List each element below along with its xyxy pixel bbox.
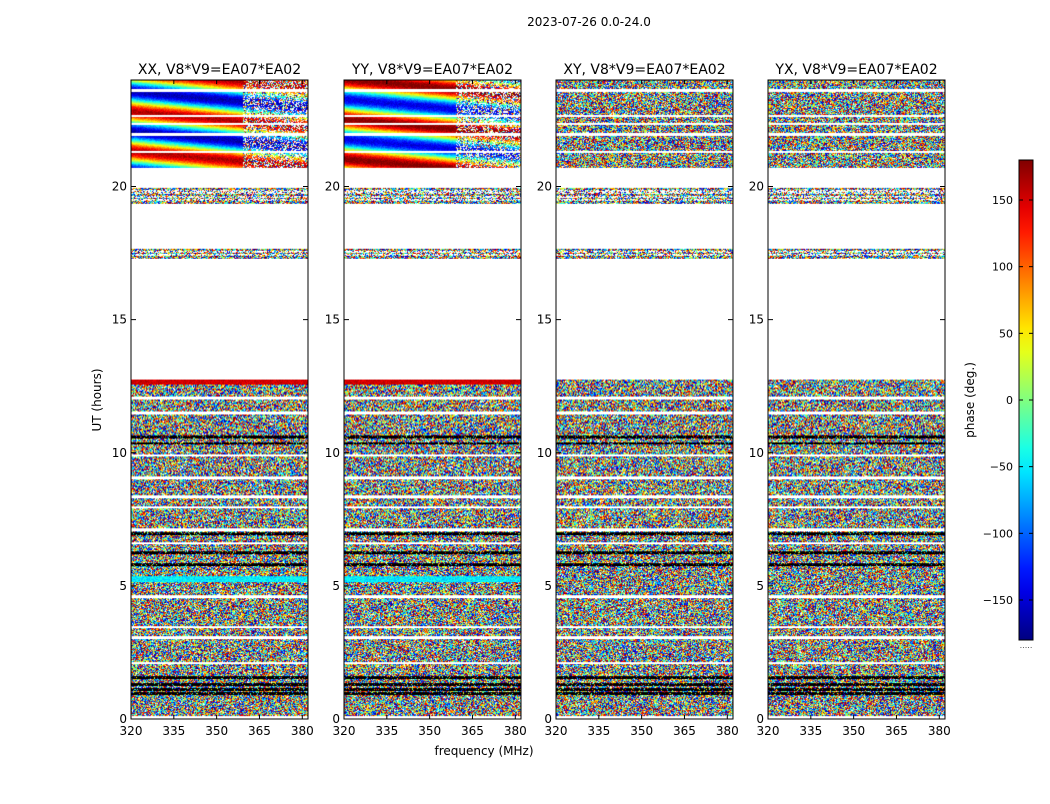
x-tick-label: 365 xyxy=(885,724,908,738)
y-tick-label: 20 xyxy=(325,180,340,194)
y-tick-label: 5 xyxy=(544,579,552,593)
x-tick-label: 380 xyxy=(504,724,527,738)
y-tick-label: 0 xyxy=(332,712,340,726)
colorbar-tick-label: 150 xyxy=(992,194,1013,207)
colorbar-tick-label: 0 xyxy=(1006,394,1013,407)
panel-1: YY, V8*V9=EA07*EA02 320 335 350 365 380 0 5 10 15… xyxy=(325,62,527,738)
x-tick-label: 365 xyxy=(673,724,696,738)
figure-title: 2023-07-26 0.0-24.0 xyxy=(527,15,651,29)
panel-title: XX, V8*V9=EA07*EA02 xyxy=(138,62,301,78)
x-tick-label: 320 xyxy=(545,724,568,738)
y-tick-label: 10 xyxy=(325,446,340,460)
panel-frame xyxy=(555,79,734,720)
colorbar: 150 100 50 0 −50 −100 −150 xyxy=(983,159,1034,641)
colorbar-tick-label: −150 xyxy=(983,594,1013,607)
panel-heatmap xyxy=(768,80,945,719)
panel-3: YX, V8*V9=EA07*EA02 320 335 350 365 380 0 5 10 15… xyxy=(749,62,951,738)
colorbar-tick-label: 50 xyxy=(999,327,1013,340)
colorbar-tick-label: −50 xyxy=(990,461,1013,474)
x-tick-label: 335 xyxy=(162,724,185,738)
panel-heatmap xyxy=(556,80,733,719)
y-tick-label: 5 xyxy=(119,579,127,593)
panel-heatmap xyxy=(344,80,521,719)
x-tick-label: 350 xyxy=(842,724,865,738)
panel-heatmap xyxy=(131,80,308,719)
x-axis-label: frequency (MHz) xyxy=(434,744,533,758)
x-tick-label: 380 xyxy=(291,724,314,738)
x-tick-label: 335 xyxy=(587,724,610,738)
y-tick-label: 5 xyxy=(756,579,764,593)
colorbar-tick-label: −100 xyxy=(983,527,1013,540)
y-tick-label: 0 xyxy=(756,712,764,726)
panels-group: XX, V8*V9=EA07*EA02 320 335 350 365 380 0 5 10 15… xyxy=(112,62,951,738)
panel-title: YY, V8*V9=EA07*EA02 xyxy=(351,62,513,78)
x-tick-label: 380 xyxy=(928,724,951,738)
x-tick-label: 335 xyxy=(375,724,398,738)
y-tick-label: 0 xyxy=(544,712,552,726)
panel-title: YX, V8*V9=EA07*EA02 xyxy=(774,62,937,78)
y-tick-label: 0 xyxy=(119,712,127,726)
x-tick-label: 350 xyxy=(205,724,228,738)
y-tick-label: 15 xyxy=(749,313,764,327)
colorbar-tick-label: 100 xyxy=(992,261,1013,274)
panel-title: XY, V8*V9=EA07*EA02 xyxy=(563,62,725,78)
colorbar-label: phase (deg.) xyxy=(963,362,977,438)
y-tick-label: 10 xyxy=(749,446,764,460)
y-tick-label: 15 xyxy=(112,313,127,327)
colorbar-footer: ..... xyxy=(1020,641,1033,650)
panel-frame xyxy=(130,79,309,720)
y-tick-label: 20 xyxy=(749,180,764,194)
x-tick-label: 320 xyxy=(120,724,143,738)
y-tick-label: 10 xyxy=(112,446,127,460)
y-tick-label: 10 xyxy=(537,446,552,460)
x-tick-label: 350 xyxy=(418,724,441,738)
x-tick-label: 320 xyxy=(757,724,780,738)
y-tick-label: 15 xyxy=(325,313,340,327)
x-tick-label: 320 xyxy=(333,724,356,738)
x-tick-label: 380 xyxy=(716,724,739,738)
y-tick-label: 5 xyxy=(332,579,340,593)
panel-2: XY, V8*V9=EA07*EA02 320 335 350 365 380 0 5 10 15… xyxy=(537,62,739,738)
x-tick-label: 335 xyxy=(799,724,822,738)
x-tick-label: 365 xyxy=(461,724,484,738)
y-tick-label: 20 xyxy=(537,180,552,194)
panel-frame xyxy=(767,79,946,720)
panel-frame xyxy=(343,79,522,720)
panel-0: XX, V8*V9=EA07*EA02 320 335 350 365 380 0 5 10 15… xyxy=(112,62,314,738)
y-axis-label: UT (hours) xyxy=(90,368,104,431)
y-tick-label: 15 xyxy=(537,313,552,327)
x-tick-label: 350 xyxy=(630,724,653,738)
y-tick-label: 20 xyxy=(112,180,127,194)
x-tick-label: 365 xyxy=(248,724,271,738)
